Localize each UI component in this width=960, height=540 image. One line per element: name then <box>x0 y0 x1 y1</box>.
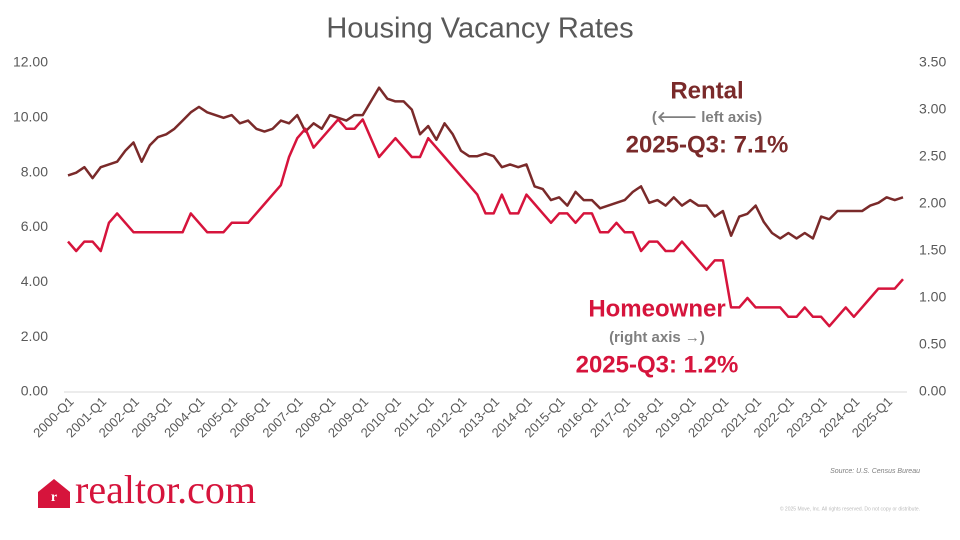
axis-note: (right axis →) <box>609 329 705 346</box>
y2-tick-label: 2.00 <box>919 195 946 211</box>
axis-note: (🡐 left axis) <box>652 109 762 126</box>
y2-tick-label: 1.00 <box>919 289 946 305</box>
y-tick-label: 6.00 <box>21 218 48 234</box>
y-tick-label: 8.00 <box>21 163 48 179</box>
y2-tick-label: 2.50 <box>919 148 946 164</box>
y2-tick-label: 3.50 <box>919 54 946 70</box>
y2-tick-label: 1.50 <box>919 242 946 258</box>
svg-text:r: r <box>51 490 57 505</box>
y-tick-label: 12.00 <box>13 54 48 70</box>
latest-value: 2025-Q3: 7.1% <box>626 131 789 158</box>
y2-tick-label: 0.50 <box>919 336 946 352</box>
y-tick-label: 10.00 <box>13 109 48 125</box>
y2-tick-label: 0.00 <box>919 383 946 399</box>
logo: realtor.com <box>75 467 256 512</box>
y-tick-label: 2.00 <box>21 328 48 344</box>
copyright: © 2025 Move, Inc. All rights reserved. D… <box>780 505 920 512</box>
y-tick-label: 0.00 <box>21 383 48 399</box>
y2-tick-label: 3.00 <box>919 101 946 117</box>
latest-value: 2025-Q3: 1.2% <box>576 351 739 378</box>
legend-name: Rental <box>670 77 743 104</box>
chart-title: Housing Vacancy Rates <box>326 13 633 45</box>
series-line <box>67 86 904 240</box>
series-line <box>67 118 904 328</box>
legend-name: Homeowner <box>588 295 725 322</box>
y-tick-label: 4.00 <box>21 273 48 289</box>
source: Source: U.S. Census Bureau <box>830 468 920 475</box>
logo-icon: r <box>38 479 70 508</box>
